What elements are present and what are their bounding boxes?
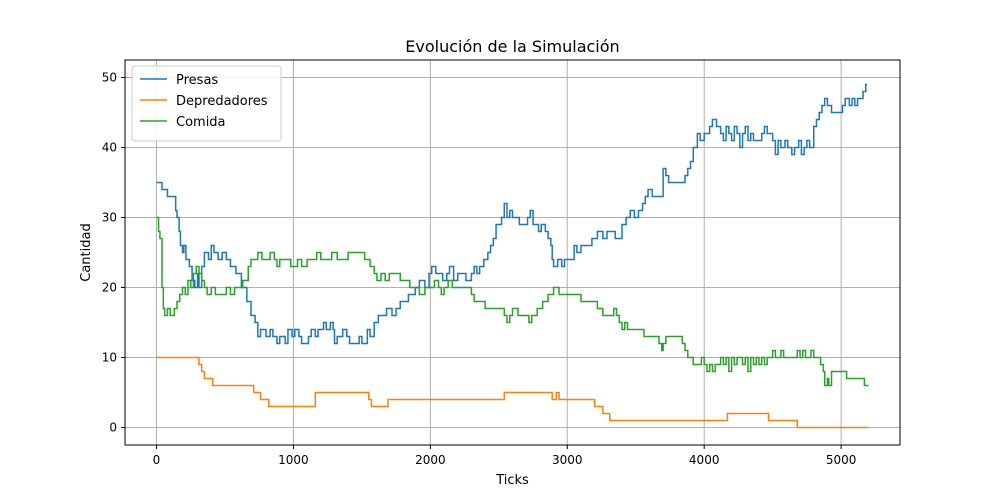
- x-tick-label: 2000: [415, 453, 446, 467]
- x-tick-label: 0: [153, 453, 161, 467]
- y-tick-label: 40: [102, 141, 117, 155]
- series-line-presas: [156, 83, 868, 345]
- plot-frame: [124, 59, 901, 446]
- y-tick-label: 50: [102, 71, 117, 85]
- y-tick-label: 30: [102, 211, 117, 225]
- legend-label: Depredadores: [176, 94, 268, 109]
- x-tick-label: 3000: [552, 453, 583, 467]
- x-tick-label: 4000: [689, 453, 720, 467]
- y-tick-label: 0: [109, 421, 117, 435]
- legend-box: [131, 65, 282, 142]
- chart-title: Evolución de la Simulación: [405, 37, 619, 56]
- y-tick-label: 20: [102, 281, 117, 295]
- x-axis-label: Ticks: [495, 473, 529, 488]
- axes: 0 1000 2000 3000 4000 5000 0 10 20 30 40 50: [102, 71, 857, 468]
- y-axis-label: Cantidad: [79, 223, 94, 281]
- legend-label: Comida: [176, 115, 226, 130]
- x-tick-label: 5000: [826, 453, 857, 467]
- x-tick-label: 1000: [278, 453, 309, 467]
- legend-label: Presas: [176, 73, 218, 88]
- legend: Presas Depredadores Comida: [131, 65, 282, 142]
- data-series: [156, 83, 869, 429]
- y-tick-label: 10: [102, 351, 117, 365]
- series-line-comida: [156, 216, 869, 387]
- series-line-depredadores: [156, 356, 869, 429]
